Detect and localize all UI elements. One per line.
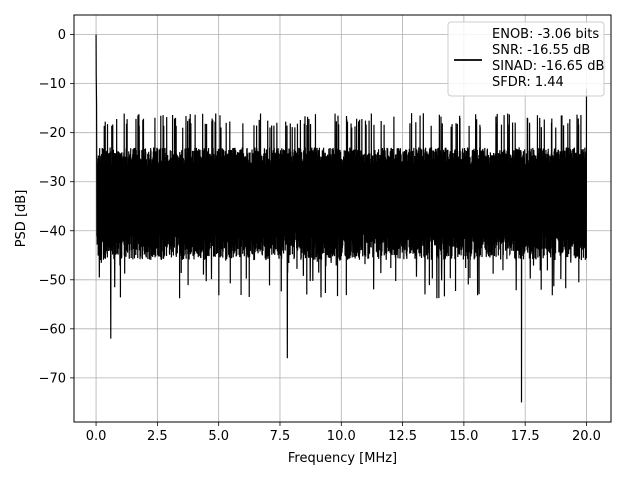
plot-area	[95, 34, 588, 403]
y-tick-label: −70	[39, 371, 66, 386]
x-tick-label: 10.0	[327, 429, 356, 444]
legend-entry-text: SFDR: 1.44	[492, 75, 564, 90]
legend-entry-text: SINAD: -16.65 dB	[492, 59, 604, 74]
y-axis-label: PSD [dB]	[14, 190, 29, 248]
x-tick-label: 17.5	[511, 429, 540, 444]
y-tick-label: −10	[39, 77, 66, 92]
y-tick-label: −40	[39, 224, 66, 239]
y-tick-label: −20	[39, 126, 66, 141]
x-tick-label: 12.5	[388, 429, 417, 444]
ticks: 0.0 2.5 5.0 7.5 10.0 12.5 15.0 17.5 20.0 0 −10 −20 −…	[39, 28, 601, 444]
psd-series-line	[95, 34, 588, 403]
y-tick-label: −30	[39, 175, 66, 190]
legend-entry-text: SNR: -16.55 dB	[492, 43, 590, 58]
y-tick-label: −60	[39, 322, 66, 337]
x-tick-label: 15.0	[449, 429, 478, 444]
axes-frame	[73, 14, 612, 423]
x-tick-label: 2.5	[147, 429, 168, 444]
x-tick-label: 20.0	[572, 429, 601, 444]
legend-box	[447, 21, 605, 97]
x-tick-label: 7.5	[270, 429, 291, 444]
x-axis-label: Frequency [MHz]	[288, 451, 397, 466]
y-tick-label: −50	[39, 273, 66, 288]
legend-entry-text: ENOB: -3.06 bits	[492, 27, 599, 42]
x-tick-label: 0.0	[86, 429, 107, 444]
x-tick-label: 5.0	[208, 429, 229, 444]
y-tick-label: 0	[58, 28, 66, 43]
